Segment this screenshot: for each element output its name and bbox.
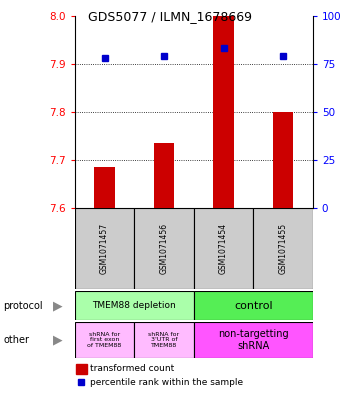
Text: ▶: ▶ bbox=[53, 333, 63, 347]
Bar bbox=[75, 208, 134, 289]
Text: percentile rank within the sample: percentile rank within the sample bbox=[90, 378, 243, 387]
Text: GDS5077 / ILMN_1678669: GDS5077 / ILMN_1678669 bbox=[88, 10, 252, 23]
Bar bbox=[154, 143, 174, 208]
Text: other: other bbox=[3, 335, 29, 345]
Bar bbox=[134, 208, 194, 289]
Text: ▶: ▶ bbox=[53, 299, 63, 312]
Bar bbox=[76, 364, 87, 374]
Bar bbox=[75, 322, 134, 358]
Bar bbox=[194, 208, 253, 289]
Bar bbox=[94, 167, 115, 208]
Text: GSM1071456: GSM1071456 bbox=[159, 223, 169, 274]
Bar bbox=[134, 322, 194, 358]
Bar bbox=[194, 322, 313, 358]
Text: shRNA for
3'UTR of
TMEM88: shRNA for 3'UTR of TMEM88 bbox=[149, 332, 180, 348]
Bar bbox=[194, 291, 313, 320]
Text: TMEM88 depletion: TMEM88 depletion bbox=[92, 301, 176, 310]
Text: shRNA for
first exon
of TMEM88: shRNA for first exon of TMEM88 bbox=[87, 332, 122, 348]
Text: protocol: protocol bbox=[3, 301, 43, 310]
Bar bbox=[253, 208, 313, 289]
Bar bbox=[213, 16, 234, 208]
Text: GSM1071454: GSM1071454 bbox=[219, 223, 228, 274]
Text: GSM1071455: GSM1071455 bbox=[278, 223, 288, 274]
Text: non-targetting
shRNA: non-targetting shRNA bbox=[218, 329, 289, 351]
Text: GSM1071457: GSM1071457 bbox=[100, 223, 109, 274]
Text: control: control bbox=[234, 301, 273, 310]
Text: transformed count: transformed count bbox=[90, 364, 174, 373]
Bar bbox=[273, 112, 293, 208]
Bar bbox=[75, 291, 194, 320]
